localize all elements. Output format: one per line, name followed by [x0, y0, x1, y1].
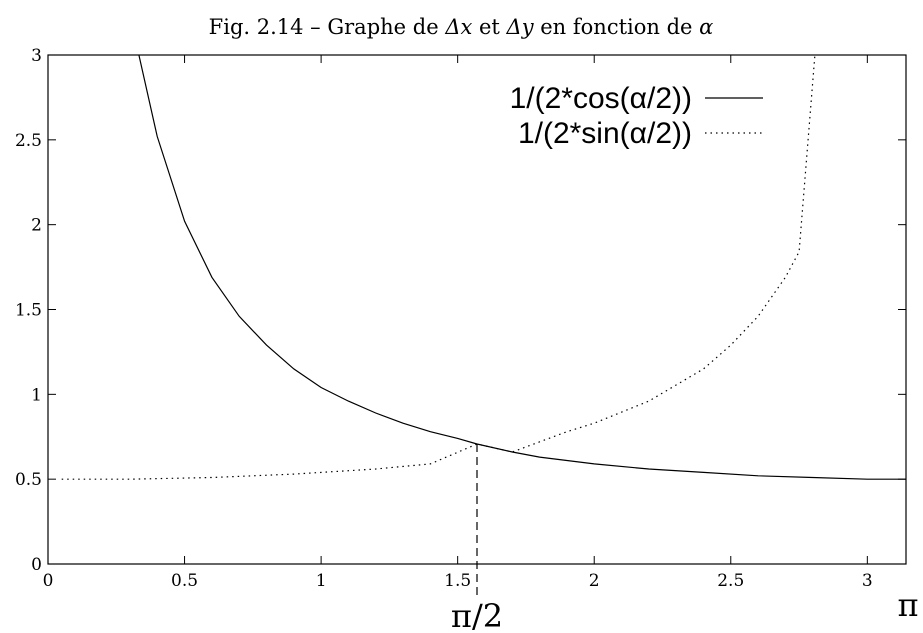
legend: 1/(2*cos(α/2)) 1/(2*sin(α/2))	[510, 82, 763, 150]
y-tick-label: 2	[31, 216, 42, 236]
pi-axis-label: π	[897, 586, 918, 624]
legend-label-cos: 1/(2*cos(α/2))	[510, 82, 692, 115]
y-tick-label: 3	[31, 46, 42, 66]
chart-caption: Fig. 2.14 – Graphe de Δx et Δy en foncti…	[209, 15, 714, 39]
legend-label-sin: 1/(2*sin(α/2))	[518, 117, 692, 150]
y-tick-label: 2.5	[15, 131, 42, 151]
y-tick-label: 1	[31, 385, 42, 405]
y-tick-label: 1.5	[15, 301, 42, 321]
series-line-cos	[138, 54, 906, 480]
series-line-sin	[61, 54, 816, 480]
plot-frame	[47, 54, 907, 565]
x-tick-label: 2	[589, 571, 600, 591]
x-tick-label: 0	[43, 571, 54, 591]
pi-half-label: π/2	[451, 597, 503, 633]
y-tick-label: 0.5	[15, 470, 42, 490]
x-tick-label: 1	[316, 571, 327, 591]
x-tick-label: 2.5	[717, 571, 744, 591]
x-tick-label: 3	[862, 571, 873, 591]
x-tick-label: 1.5	[444, 571, 471, 591]
y-tick-label: 0	[31, 555, 42, 575]
x-tick-label: 0.5	[171, 571, 198, 591]
x-axis-ticks: 0 0.5 1 1.5 2 2.5 3	[43, 55, 873, 591]
y-axis-ticks: 0 0.5 1 1.5 2 2.5 3	[15, 46, 906, 575]
